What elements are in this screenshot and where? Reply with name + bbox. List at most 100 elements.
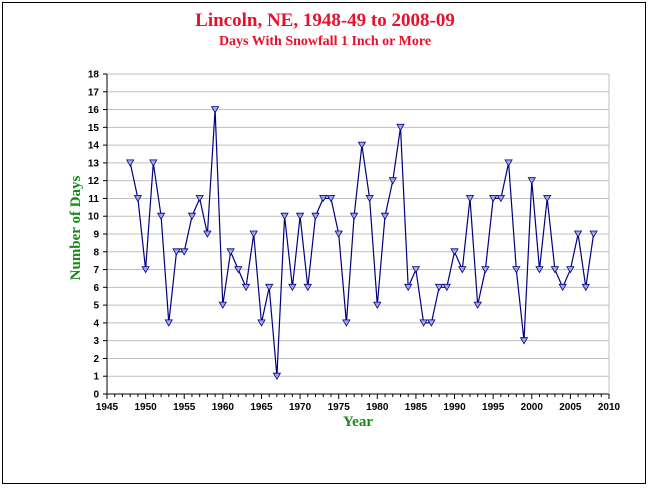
y-tick-label: 10 bbox=[88, 212, 100, 223]
data-point-marker bbox=[218, 301, 227, 309]
y-tick-label: 18 bbox=[88, 70, 100, 81]
x-tick-label: 1990 bbox=[443, 402, 466, 413]
y-tick-label: 8 bbox=[93, 247, 99, 258]
x-tick-label: 1965 bbox=[250, 402, 273, 413]
data-point-marker bbox=[380, 212, 390, 220]
data-point-marker bbox=[434, 283, 444, 292]
data-point-marker bbox=[589, 230, 598, 238]
data-point-marker bbox=[303, 283, 312, 292]
data-point-marker bbox=[450, 248, 459, 256]
data-point-marker bbox=[566, 266, 575, 274]
data-point-marker bbox=[280, 212, 289, 220]
data-point-marker bbox=[527, 177, 536, 185]
x-axis-title: Year bbox=[343, 414, 373, 430]
data-point-marker bbox=[473, 301, 482, 309]
data-point-marker bbox=[326, 194, 336, 203]
data-point-marker bbox=[573, 230, 583, 238]
data-point-marker bbox=[126, 159, 135, 167]
data-point-marker bbox=[234, 266, 243, 274]
data-point-marker bbox=[265, 283, 274, 292]
x-tick-label: 1970 bbox=[289, 402, 312, 413]
data-point-marker bbox=[404, 283, 413, 292]
y-tick-label: 12 bbox=[88, 176, 100, 187]
data-point-marker bbox=[504, 159, 513, 167]
data-point-marker bbox=[149, 159, 158, 167]
data-point-marker bbox=[187, 212, 197, 220]
data-point-marker bbox=[141, 266, 150, 274]
data-point-marker bbox=[203, 230, 212, 238]
data-point-marker bbox=[543, 194, 552, 203]
x-tick-label: 2000 bbox=[521, 402, 544, 413]
y-tick-label: 16 bbox=[88, 105, 100, 116]
data-point-marker bbox=[465, 194, 475, 203]
y-tick-label: 2 bbox=[93, 354, 99, 365]
data-point-marker bbox=[249, 230, 258, 238]
data-point-marker bbox=[512, 266, 521, 274]
data-point-marker bbox=[272, 372, 282, 380]
data-point-marker bbox=[357, 141, 367, 149]
data-point-marker bbox=[419, 319, 428, 327]
data-point-marker bbox=[496, 194, 506, 203]
data-point-marker bbox=[334, 230, 343, 238]
y-tick-label: 13 bbox=[88, 158, 100, 169]
x-axis-ticks: 1945 1950 1955 1960 1965 1970 1975 1980 1985 1990… bbox=[96, 394, 621, 413]
data-point-marker bbox=[388, 177, 397, 185]
data-point-marker bbox=[373, 301, 382, 309]
y-tick-label: 11 bbox=[88, 194, 99, 205]
y-tick-label: 4 bbox=[93, 318, 99, 329]
y-tick-label: 3 bbox=[93, 336, 99, 347]
data-point-marker bbox=[427, 319, 436, 327]
data-point-marker bbox=[133, 194, 143, 203]
data-point-marker bbox=[195, 194, 204, 203]
chart-frame bbox=[2, 2, 646, 484]
data-point-marker bbox=[319, 194, 328, 203]
data-point-marker bbox=[411, 266, 421, 274]
data-point-marker bbox=[458, 266, 467, 274]
data-point-marker bbox=[311, 212, 320, 220]
x-tick-label: 1980 bbox=[366, 402, 389, 413]
data-point-marker bbox=[226, 248, 235, 256]
chart-subtitle: Days With Snowfall 1 Inch or More bbox=[219, 34, 431, 49]
y-tick-label: 6 bbox=[93, 283, 99, 294]
x-tick-label: 1950 bbox=[134, 402, 157, 413]
y-tick-label: 14 bbox=[88, 141, 100, 152]
data-point-marker bbox=[519, 337, 529, 345]
series-snow-days bbox=[126, 106, 598, 380]
x-tick-label: 1960 bbox=[212, 402, 235, 413]
y-tick-label: 9 bbox=[93, 230, 99, 241]
x-tick-label: 2005 bbox=[559, 402, 582, 413]
x-tick-label: 1995 bbox=[482, 402, 505, 413]
data-point-marker bbox=[156, 212, 166, 220]
data-point-marker bbox=[210, 106, 220, 114]
data-point-marker bbox=[241, 283, 251, 292]
y-tick-label: 1 bbox=[93, 372, 99, 383]
data-point-marker bbox=[535, 266, 544, 274]
data-point-marker bbox=[288, 283, 297, 292]
data-point-marker bbox=[365, 194, 374, 203]
y-tick-label: 17 bbox=[88, 87, 100, 98]
data-point-marker bbox=[257, 319, 266, 327]
y-tick-label: 7 bbox=[93, 265, 99, 276]
data-point-marker bbox=[581, 283, 590, 292]
y-axis-title: Number of Days bbox=[68, 175, 84, 280]
data-point-marker bbox=[180, 248, 189, 256]
x-tick-label: 1975 bbox=[328, 402, 351, 413]
data-point-marker bbox=[295, 212, 305, 220]
y-tick-label: 0 bbox=[93, 390, 99, 401]
y-tick-label: 15 bbox=[88, 123, 100, 134]
data-point-marker bbox=[349, 212, 359, 220]
data-point-marker bbox=[442, 283, 451, 292]
data-point-marker bbox=[164, 319, 173, 327]
x-tick-label: 2010 bbox=[598, 402, 621, 413]
x-tick-label: 1955 bbox=[173, 402, 196, 413]
data-point-marker bbox=[558, 283, 567, 292]
y-tick-label: 5 bbox=[93, 301, 99, 312]
data-point-marker bbox=[172, 248, 181, 256]
x-tick-label: 1985 bbox=[405, 402, 428, 413]
data-point-marker bbox=[550, 266, 560, 274]
data-point-marker bbox=[489, 194, 498, 203]
data-point-marker bbox=[342, 319, 351, 327]
chart-title: Lincoln, NE, 1948-49 to 2008-09 bbox=[195, 10, 455, 31]
